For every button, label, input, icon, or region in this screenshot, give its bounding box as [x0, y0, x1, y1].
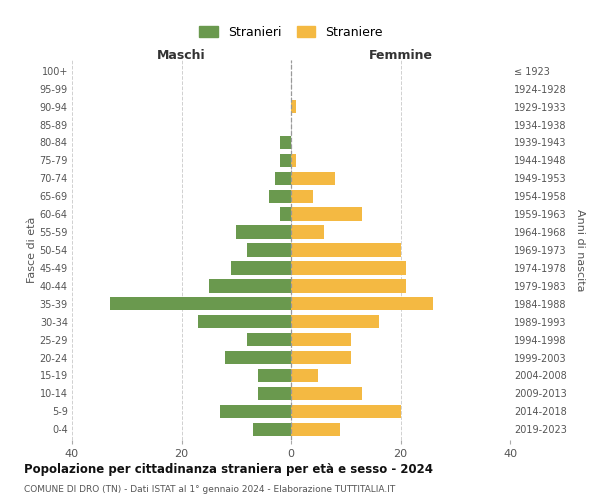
- Bar: [269, 190, 291, 203]
- Text: Popolazione per cittadinanza straniera per età e sesso - 2024: Popolazione per cittadinanza straniera p…: [24, 462, 433, 475]
- Bar: [291, 261, 406, 274]
- Bar: [247, 333, 291, 346]
- Bar: [253, 422, 291, 436]
- Text: Femmine: Femmine: [368, 49, 433, 62]
- Text: COMUNE DI DRO (TN) - Dati ISTAT al 1° gennaio 2024 - Elaborazione TUTTITALIA.IT: COMUNE DI DRO (TN) - Dati ISTAT al 1° ge…: [24, 485, 395, 494]
- Bar: [258, 386, 291, 400]
- Bar: [209, 279, 291, 292]
- Text: Maschi: Maschi: [157, 49, 206, 62]
- Bar: [291, 244, 401, 256]
- Bar: [220, 404, 291, 418]
- Bar: [291, 226, 324, 239]
- Bar: [258, 369, 291, 382]
- Bar: [291, 422, 340, 436]
- Legend: Stranieri, Straniere: Stranieri, Straniere: [194, 20, 388, 44]
- Bar: [291, 154, 296, 167]
- Bar: [291, 369, 319, 382]
- Bar: [275, 172, 291, 185]
- Bar: [280, 208, 291, 221]
- Bar: [291, 208, 362, 221]
- Bar: [291, 386, 362, 400]
- Bar: [291, 172, 335, 185]
- Bar: [226, 351, 291, 364]
- Bar: [291, 315, 379, 328]
- Bar: [291, 333, 351, 346]
- Bar: [280, 136, 291, 149]
- Y-axis label: Fasce di età: Fasce di età: [26, 217, 37, 283]
- Bar: [236, 226, 291, 239]
- Bar: [291, 279, 406, 292]
- Bar: [291, 351, 351, 364]
- Bar: [291, 190, 313, 203]
- Bar: [291, 297, 433, 310]
- Bar: [198, 315, 291, 328]
- Bar: [231, 261, 291, 274]
- Bar: [291, 404, 401, 418]
- Bar: [291, 100, 296, 114]
- Bar: [247, 244, 291, 256]
- Bar: [110, 297, 291, 310]
- Y-axis label: Anni di nascita: Anni di nascita: [575, 209, 586, 291]
- Bar: [280, 154, 291, 167]
